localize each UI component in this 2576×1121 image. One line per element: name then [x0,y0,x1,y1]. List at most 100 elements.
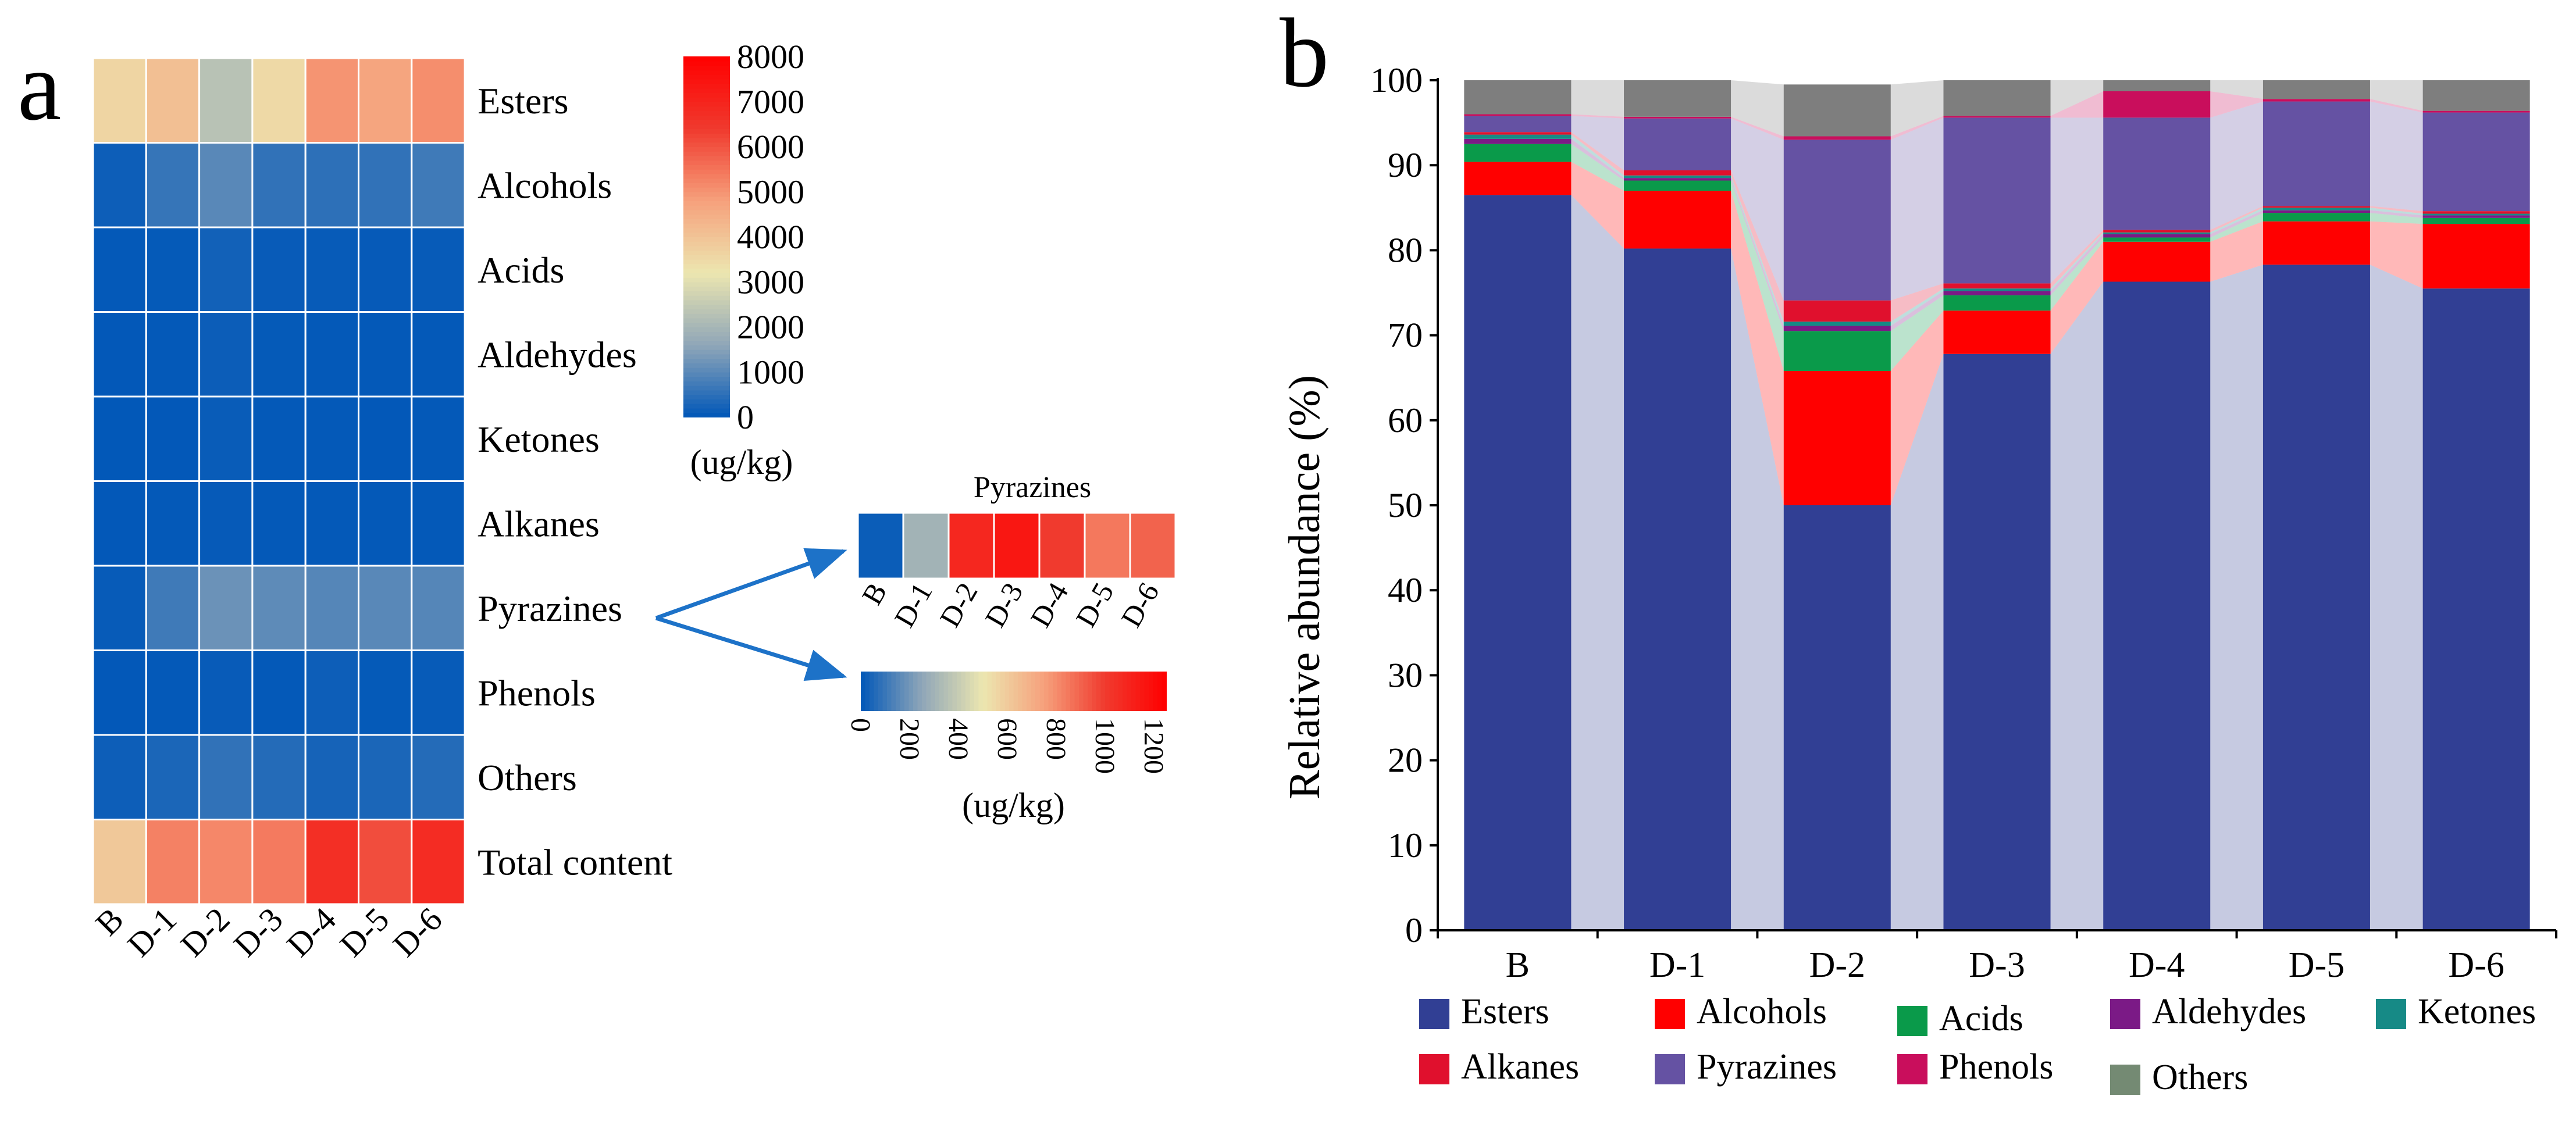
bar-segment [1943,295,2051,311]
heatmap-cell [411,311,466,398]
bar-segment [1464,134,1572,139]
colorbar-segment [683,160,730,165]
inset-colorbar-segment [1118,672,1123,711]
inset-colorbar-segment [987,672,992,711]
bar-segment [1464,162,1572,195]
legend-item: Others [2110,1058,2248,1097]
y-tick-label: 10 [1388,826,1423,865]
y-tick-label: 90 [1388,146,1423,184]
bar-segment [1783,300,1891,322]
bar-connector-band [2050,237,2104,311]
heatmap-row-label: Phenols [478,672,596,713]
heatmap-cell [251,734,307,820]
heatmap-cell [411,395,466,482]
colorbar-segment [683,92,730,98]
y-tick-label: 30 [1388,656,1423,694]
inset-colorbar-segment [974,672,979,711]
bar-connectors [1571,80,2423,930]
colorbar-segment [683,142,730,147]
heatmap-cell [304,311,360,398]
heatmap-cell [411,142,466,229]
bar-connector-band [1731,118,1784,301]
bar-connector-band [1731,180,1784,372]
inset-colorbar-segment [1131,672,1136,711]
bar-stacks [1464,80,2530,931]
heatmap-row-label: Esters [478,80,568,122]
colorbar-segment [683,268,730,273]
heatmap-cell [358,311,413,398]
heatmap-cell [198,142,254,229]
colorbar-segment [683,74,730,80]
bar-connector-band [2050,241,2104,354]
colorbar-segment [683,340,730,345]
legend-item: Esters [1419,992,1549,1031]
bar-connector-band [2210,210,2263,238]
inset-colorbar-segment [961,672,966,711]
bar-segment [2422,112,2530,212]
bar-segment [2422,217,2530,224]
colorbar-segment [683,259,730,265]
legend-item: Alkanes [1419,1047,1579,1087]
colorbar-segment [683,196,730,201]
bar-connector-band [1571,116,1624,170]
inset-colorbar-segment [1127,672,1132,711]
colorbar-tick-label: 1000 [737,354,804,391]
legend-label: Phenols [1939,1047,2053,1087]
colorbar-segment [683,255,730,260]
colorbar-segment [683,137,730,143]
colorbar-segment [683,345,730,350]
colorbar-tick-label: 2000 [737,308,804,346]
heatmap-row-label: Aldehydes [478,334,637,375]
colorbar-segment [683,173,730,179]
heatmap-cell [411,226,466,313]
heatmap-cell [145,226,201,313]
bar-connector-band [1890,291,1944,331]
inset-colorbar-segment [896,672,901,711]
inset-title: Pyrazines [974,471,1091,504]
y-tick-label: 100 [1370,61,1423,99]
colorbar-segment [683,155,730,161]
y-tick-label: 70 [1388,316,1423,355]
legend-label: Ketones [2418,992,2536,1031]
heatmap-cell [92,226,147,313]
legend-label: Others [2152,1058,2248,1097]
bar-connector-band [1731,178,1784,331]
bar-segment [1783,505,1891,930]
heatmap-cell [358,395,413,482]
heatmap-cell [251,395,307,482]
colorbar-segment [683,403,730,409]
bar-segment [1624,80,1731,117]
heatmap-cell [145,819,201,905]
colorbar-segment [683,399,730,404]
inset-colorbar-segment [1004,672,1010,711]
heatmap-cell [251,142,307,229]
colorbar-segment [683,335,730,341]
heatmap-cell [198,734,254,820]
bar-connector-band [1731,248,1784,930]
colorbar-segment [683,349,730,355]
legend-swatch [1897,1054,1927,1084]
inset-colorbar-segment [1153,672,1158,711]
heatmap-row-label: Ketones [478,419,600,460]
colorbar-segment [683,354,730,359]
bar-connector-band [2050,232,2104,291]
heatmap-row-label: Total content [478,841,672,883]
colorbar-segment [683,65,730,71]
colorbar-segment [683,372,730,377]
y-tick-label: 40 [1388,571,1423,609]
colorbar-segment [683,304,730,309]
heatmap-cell [411,57,466,144]
bar-connector-band [1890,288,1944,326]
colorbar-segment [683,147,730,152]
inset-colorbar-segment [913,672,918,711]
colorbar-segment [683,219,730,224]
heatmap-cell [145,57,201,144]
colorbar-segment [683,376,730,381]
bar-connector-band [1731,80,1784,137]
bar-segment [1783,140,1891,301]
inset-colorbar-segment [1053,672,1058,711]
colorbar-segment [683,381,730,386]
x-tick-label: D-1 [1649,945,1705,985]
heatmap-cell [358,142,413,229]
bar-stack [1783,84,1891,930]
